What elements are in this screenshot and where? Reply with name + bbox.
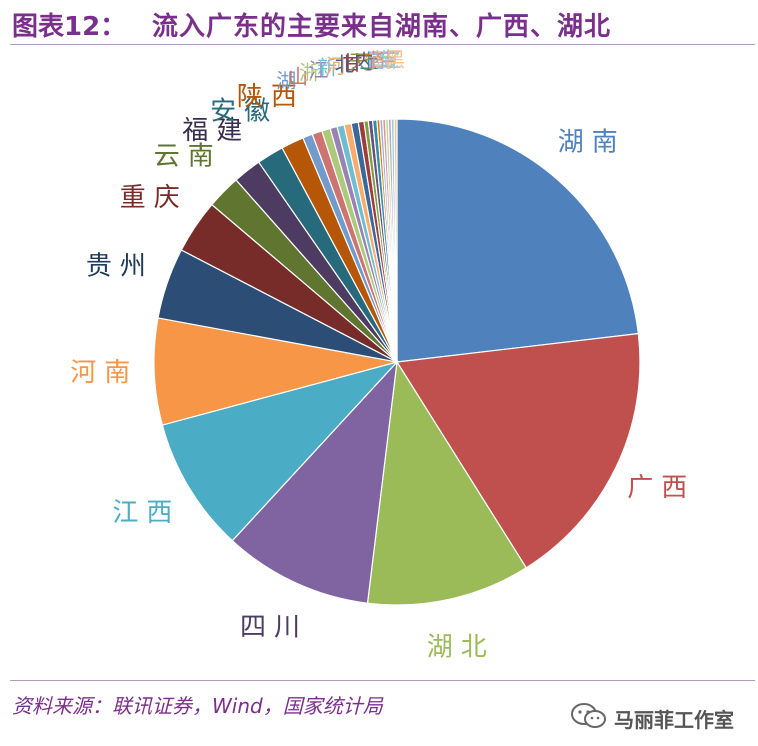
pie-slice	[396, 118, 639, 363]
pie-slice-label: 贵州	[86, 251, 154, 281]
pie-slice-label: 广西	[627, 473, 695, 503]
pie-slice-label: 山	[288, 64, 308, 88]
pie-slice	[366, 360, 528, 606]
pie-slice-label: 重庆	[120, 183, 188, 213]
source-note: 资料来源：联讯证券，Wind，国家统计局	[12, 694, 383, 718]
pie-slice-label: 海	[375, 48, 395, 72]
wechat-icon	[571, 703, 606, 728]
pie-slice-label: 北	[335, 52, 355, 76]
pie-slice-label: 江西	[112, 498, 180, 528]
figure-header: 图表12： 流入广东的主要来自湖南、广西、湖北	[0, 0, 758, 46]
watermark-text: 马丽菲工作室	[614, 708, 734, 732]
pie-slice-label: 新	[317, 56, 337, 80]
pie-slice-label: 青	[367, 48, 387, 72]
pie-slice	[395, 332, 641, 569]
pie-slice-label: 陕西	[237, 82, 305, 112]
pie-slice-label: 宁	[364, 48, 384, 72]
pie-slice-label: 河南	[70, 358, 138, 388]
pie-slice-label: 甘	[343, 51, 363, 75]
pie-slice	[393, 118, 398, 363]
pie-slice	[161, 360, 399, 542]
figure-number: 图表12：	[12, 12, 127, 42]
pie-slice-label: 上	[359, 49, 379, 73]
pie-slice	[153, 317, 398, 426]
pie-slices	[153, 118, 641, 606]
pie-slice-label: 安徽	[210, 97, 278, 127]
pie-slice-label: 内	[354, 49, 374, 73]
figure-title: 流入广东的主要来自湖南、广西、湖北	[152, 12, 612, 42]
pie-slice-label: 云南	[154, 141, 222, 171]
pie-slice-label: 吉	[378, 48, 398, 72]
pie-slice-label: 湖	[276, 69, 296, 93]
pie-slice-label: 黑	[385, 48, 405, 72]
pie-slice-label: 江	[308, 58, 328, 82]
pie-slice-label: 湖北	[427, 633, 495, 663]
pie-slice-label: 湖南	[558, 128, 626, 158]
pie-slice-label: 浙	[299, 61, 319, 85]
pie-slice-label: 天	[349, 50, 369, 74]
pie-slice-label: 四川	[240, 612, 308, 642]
pie-slice-label: 河	[326, 54, 346, 78]
pie-slice-label: 辽	[382, 48, 402, 72]
pie-slice-label: 福建	[182, 116, 250, 146]
header-divider	[10, 44, 755, 45]
footer-divider	[10, 680, 755, 681]
pie-slice-label: 西	[371, 48, 391, 72]
pie-slice	[231, 360, 398, 604]
